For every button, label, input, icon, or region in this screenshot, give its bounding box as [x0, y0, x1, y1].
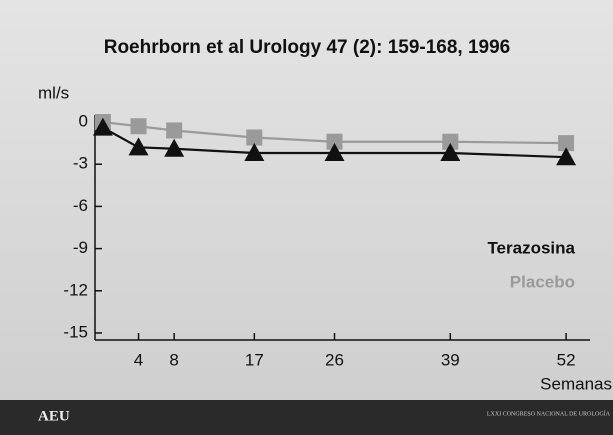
- y-tick-label: -6: [73, 196, 88, 215]
- x-tick-label: 52: [557, 350, 576, 369]
- y-axis-label: ml/s: [38, 83, 69, 102]
- footer-band: [0, 400, 613, 435]
- x-tick-label: 17: [245, 350, 264, 369]
- background: [0, 0, 613, 400]
- point: [440, 142, 461, 161]
- point: [164, 138, 185, 157]
- x-tick-label: 26: [325, 350, 344, 369]
- y-tick-label: -12: [63, 280, 88, 299]
- x-tick-label: 4: [134, 350, 143, 369]
- footer-logo: AEU: [38, 408, 70, 424]
- legend-entry: Placebo: [510, 272, 575, 291]
- point: [130, 118, 147, 135]
- footer-congress: LXXI CONGRESO NACIONAL DE UROLOGÍA: [487, 409, 611, 417]
- y-tick-label: -15: [63, 322, 88, 341]
- x-tick-label: 8: [169, 350, 178, 369]
- point: [92, 117, 113, 136]
- point: [442, 133, 459, 150]
- point: [558, 135, 575, 152]
- point: [246, 129, 263, 146]
- chart-title: Roehrborn et al Urology 47 (2): 159-168,…: [104, 37, 511, 58]
- point: [244, 142, 265, 161]
- x-tick-label: 39: [441, 350, 460, 369]
- point: [128, 137, 149, 156]
- y-tick-label: -9: [73, 238, 88, 257]
- y-tick-label: 0: [79, 112, 88, 131]
- point: [556, 147, 577, 166]
- point: [166, 122, 183, 139]
- y-tick-label: -3: [73, 154, 88, 173]
- legend-entry: Terazosina: [487, 238, 575, 257]
- point: [324, 142, 345, 161]
- point: [326, 133, 343, 150]
- x-axis-label: Semanas: [540, 374, 612, 393]
